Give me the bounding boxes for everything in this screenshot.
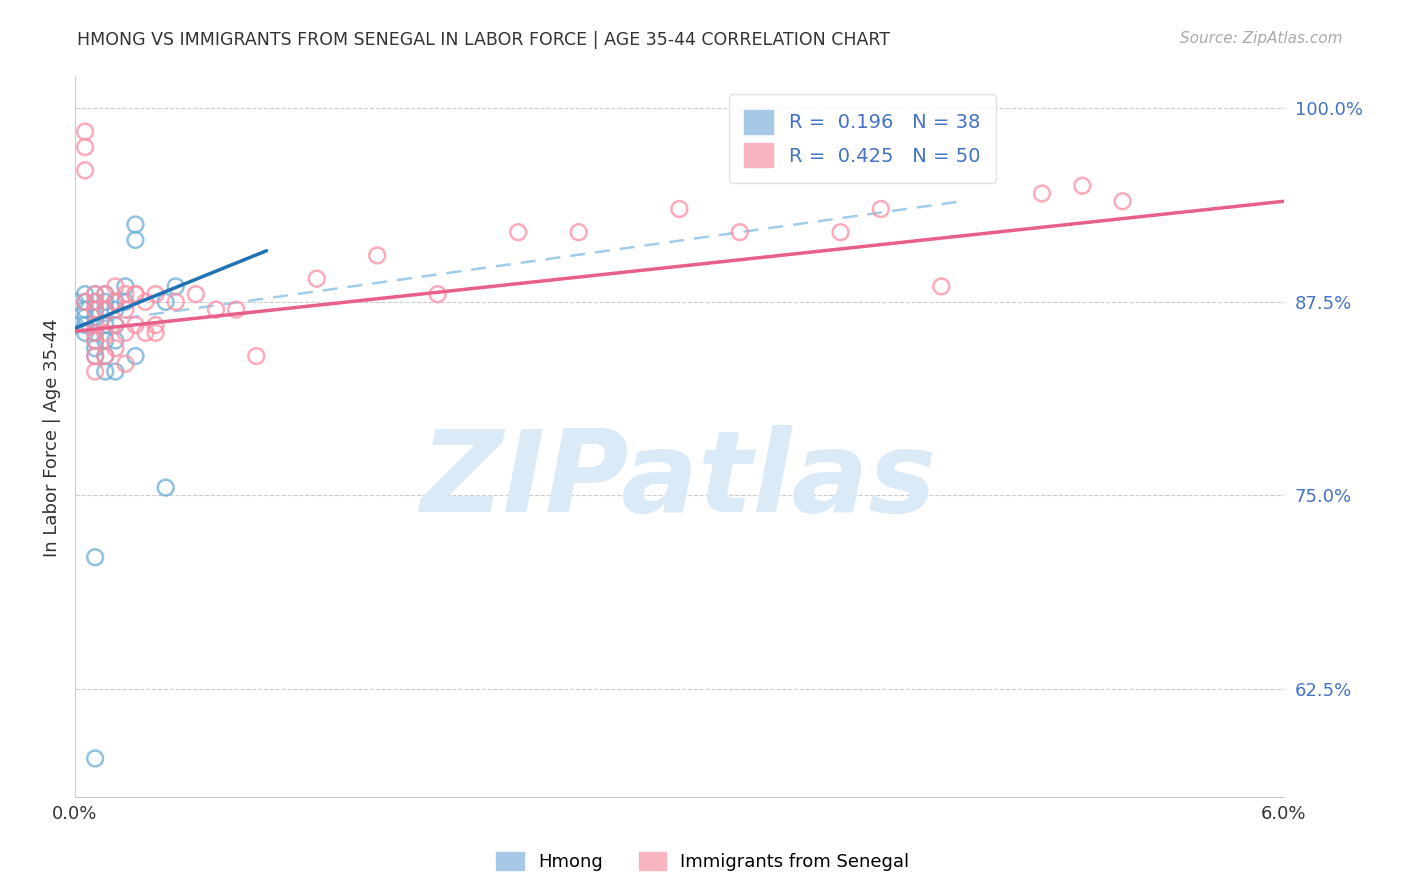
Legend: R =  0.196   N = 38, R =  0.425   N = 50: R = 0.196 N = 38, R = 0.425 N = 50 [728,95,995,183]
Point [104,318,127,332]
Point [84,287,107,301]
Point [305,271,328,285]
Point [104,318,127,332]
Point [1111,194,1133,209]
Point [84,302,107,317]
Point [114,287,136,301]
Point [94,326,117,340]
Point [155,481,177,495]
Point [104,341,127,355]
Point [84,550,107,565]
Point [75,326,97,340]
Point [124,218,146,232]
Point [84,318,107,332]
Y-axis label: In Labor Force | Age 35-44: In Labor Force | Age 35-44 [44,318,60,557]
Point [104,294,127,309]
Point [124,233,146,247]
Point [75,140,97,154]
Point [84,326,107,340]
Point [94,349,117,363]
Point [75,163,97,178]
Point [94,302,117,317]
Point [165,294,187,309]
Point [84,341,107,355]
Text: ZIPatlas: ZIPatlas [422,425,938,536]
Point [104,279,127,293]
Point [94,349,117,363]
Point [114,302,136,317]
Point [104,364,127,378]
Point [225,302,247,317]
Point [94,294,117,309]
Point [75,125,97,139]
Point [426,287,449,301]
Point [104,334,127,348]
Point [830,225,852,239]
Point [184,287,207,301]
Point [1071,178,1094,193]
Point [114,326,136,340]
Point [728,225,751,239]
Point [63,294,86,309]
Legend: Hmong, Immigrants from Senegal: Hmong, Immigrants from Senegal [489,845,917,879]
Point [84,287,107,301]
Point [114,357,136,371]
Point [124,287,146,301]
Text: Source: ZipAtlas.com: Source: ZipAtlas.com [1180,31,1343,46]
Point [94,318,117,332]
Point [114,279,136,293]
Point [63,318,86,332]
Point [165,279,187,293]
Point [94,364,117,378]
Point [75,294,97,309]
Point [124,349,146,363]
Point [84,294,107,309]
Point [84,302,107,317]
Point [155,294,177,309]
Point [75,294,97,309]
Point [929,279,952,293]
Point [84,334,107,348]
Point [145,318,167,332]
Point [84,349,107,363]
Point [104,302,127,317]
Point [134,294,156,309]
Point [94,334,117,348]
Point [568,225,591,239]
Point [134,326,156,340]
Point [114,294,136,309]
Point [124,287,146,301]
Point [366,248,388,262]
Point [205,302,228,317]
Point [104,294,127,309]
Point [75,287,97,301]
Point [84,294,107,309]
Point [94,287,117,301]
Point [145,326,167,340]
Point [145,287,167,301]
Point [245,349,267,363]
Point [84,310,107,325]
Point [84,751,107,765]
Point [94,287,117,301]
Text: HMONG VS IMMIGRANTS FROM SENEGAL IN LABOR FORCE | AGE 35-44 CORRELATION CHART: HMONG VS IMMIGRANTS FROM SENEGAL IN LABO… [77,31,890,49]
Point [75,318,97,332]
Point [869,202,891,216]
Point [75,310,97,325]
Point [94,302,117,317]
Point [84,364,107,378]
Point [84,326,107,340]
Point [84,349,107,363]
Point [124,318,146,332]
Point [1031,186,1053,201]
Point [75,302,97,317]
Point [84,334,107,348]
Point [508,225,530,239]
Point [668,202,690,216]
